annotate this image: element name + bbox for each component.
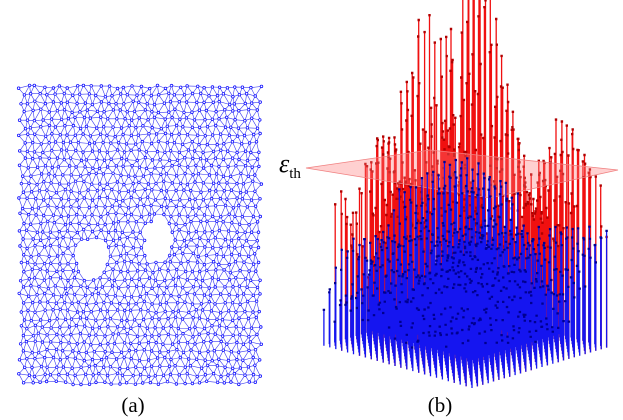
threshold-symbol: ε [279,149,290,178]
caption-a: (a) [121,393,144,417]
threshold-label: εth [279,149,301,182]
caption-b: (b) [428,393,453,417]
mesh-panel [16,83,264,387]
mesh-edges [18,85,262,385]
threshold-subscript: th [289,166,301,182]
mesh-nodes [16,83,264,387]
blue-stem-heads [322,157,608,349]
stem-panel [305,0,619,388]
